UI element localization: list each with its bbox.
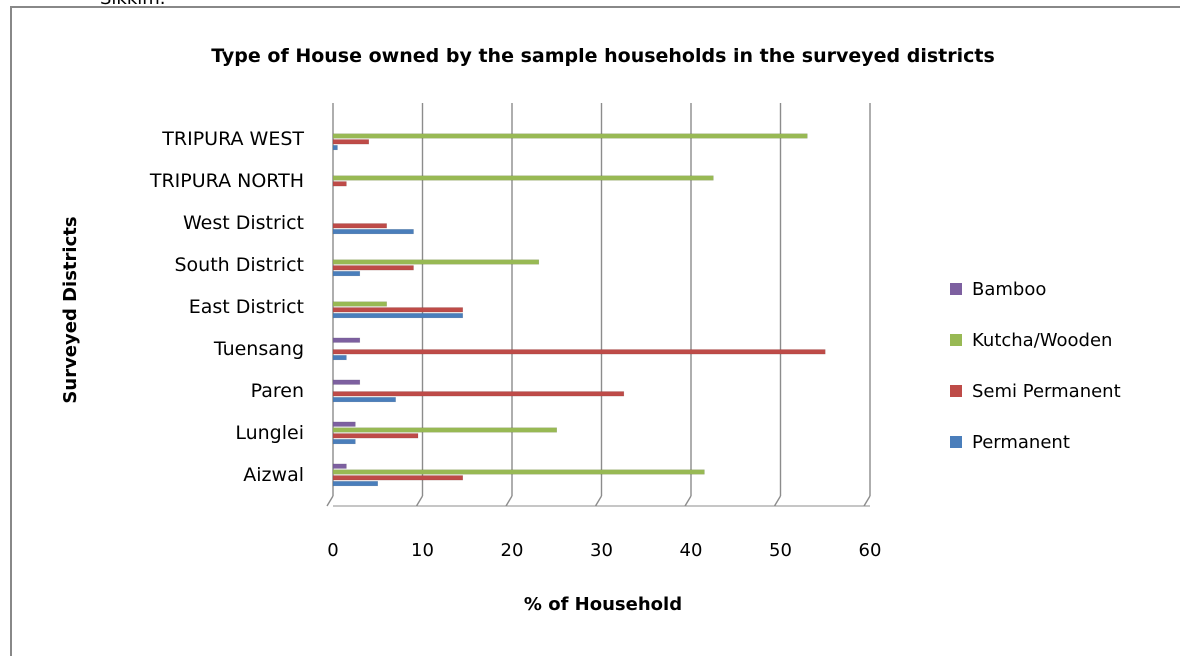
x-tick-10: 10 [411, 540, 434, 561]
category-label-south-district: South District [174, 254, 304, 276]
chart-title: Type of House owned by the sample househ… [211, 45, 995, 67]
bar-lunglei-kutcha-wooden [332, 427, 557, 433]
bar-aizwal-kutcha-wooden [332, 469, 705, 475]
bar-east-district-semi-permanent [332, 307, 464, 313]
x-axis-title: % of Household [524, 594, 682, 615]
legend-label-bamboo: Bamboo [972, 279, 1046, 300]
bar-tuensang-bamboo [332, 337, 361, 343]
bar-tripura-north-kutcha-wooden [332, 175, 714, 181]
category-label-east-district: East District [189, 296, 304, 318]
bar-tuensang-semi-permanent [332, 349, 826, 355]
gridline-foot-40 [684, 495, 692, 507]
gridline-foot-20 [505, 495, 513, 507]
category-label-tripura-north: TRIPURA NORTH [149, 170, 304, 192]
gridline-foot-30 [594, 495, 603, 507]
legend: Bamboo Kutcha/Wooden Semi Permanent Permane… [950, 279, 1121, 453]
x-tick-labels: 0 10 20 30 40 50 60 [327, 540, 881, 561]
bar-lunglei-permanent [332, 439, 356, 445]
bar-tripura-north-semi-permanent [332, 181, 347, 187]
bar-paren-bamboo [332, 379, 361, 385]
bar-south-district-permanent [332, 271, 361, 277]
category-labels: Aizwal Lunglei Paren Tuensang East District S… [149, 128, 305, 486]
bar-aizwal-permanent [332, 481, 378, 487]
legend-label-semi-permanent: Semi Permanent [972, 381, 1121, 402]
bar-paren-permanent [332, 397, 396, 403]
x-tick-50: 50 [769, 540, 792, 561]
legend-label-kutcha-wooden: Kutcha/Wooden [972, 330, 1112, 351]
bar-west-district-semi-permanent [332, 223, 387, 229]
bar-south-district-semi-permanent [332, 265, 414, 271]
bar-tripura-west-permanent [332, 145, 338, 151]
bar-lunglei-bamboo [332, 421, 356, 427]
x-tick-0: 0 [327, 540, 338, 561]
legend-swatch-kutcha-wooden [950, 334, 962, 346]
gridline-foot-60 [863, 495, 871, 507]
top-text-fragment: Sikkim. [100, 0, 166, 9]
legend-swatch-permanent [950, 436, 962, 448]
x-tick-20: 20 [501, 540, 524, 561]
bar-aizwal-semi-permanent [332, 475, 464, 481]
bar-south-district-kutcha-wooden [332, 259, 540, 265]
category-label-tuensang: Tuensang [213, 338, 304, 360]
category-label-tripura-west: TRIPURA WEST [161, 128, 304, 150]
category-label-paren: Paren [251, 380, 304, 402]
category-label-west-district: West District [183, 212, 304, 234]
x-tick-60: 60 [859, 540, 882, 561]
x-tick-30: 30 [590, 540, 613, 561]
chart-frame [10, 6, 1180, 656]
x-tick-40: 40 [680, 540, 703, 561]
gridline-foot-50 [773, 495, 782, 507]
legend-label-permanent: Permanent [972, 432, 1070, 453]
legend-swatch-semi-permanent [950, 385, 962, 397]
category-label-aizwal: Aizwal [243, 464, 304, 486]
bars [332, 133, 826, 487]
y-axis-title: Surveyed Districts [60, 216, 81, 403]
gridlines [326, 103, 871, 507]
gridline-foot-10 [415, 495, 424, 507]
bar-east-district-kutcha-wooden [332, 301, 387, 307]
legend-swatch-bamboo [950, 283, 962, 295]
bar-tuensang-permanent [332, 355, 347, 361]
gridline-foot-0 [326, 495, 334, 507]
bar-tripura-west-semi-permanent [332, 139, 370, 145]
bar-west-district-permanent [332, 229, 414, 235]
bar-aizwal-bamboo [332, 463, 347, 469]
bar-paren-semi-permanent [332, 391, 625, 397]
bar-lunglei-semi-permanent [332, 433, 419, 439]
bar-tripura-west-kutcha-wooden [332, 133, 808, 139]
category-label-lunglei: Lunglei [235, 422, 304, 444]
bar-east-district-permanent [332, 313, 464, 319]
